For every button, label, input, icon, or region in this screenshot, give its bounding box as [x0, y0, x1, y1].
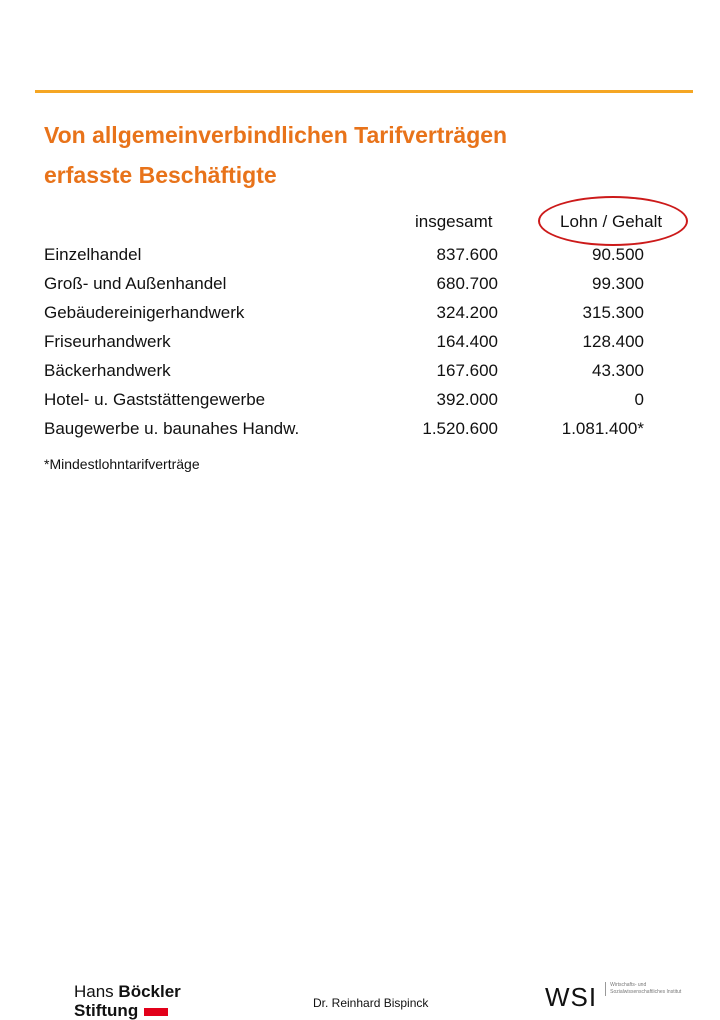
red-bar-icon [144, 1007, 169, 1016]
row-label: Baugewerbe u. baunahes Handw. [44, 419, 300, 438]
table-row: Einzelhandel 837.600 90.500 [0, 245, 720, 274]
table-row: Baugewerbe u. baunahes Handw. 1.520.600 … [0, 419, 720, 448]
red-ellipse-icon [538, 196, 688, 246]
wsi-logo-text: WSI [545, 982, 598, 1012]
table-row: Gebäudereinigerhandwerk 324.200 315.300 [0, 303, 720, 332]
row-total: 392.000 [436, 390, 498, 409]
row-total: 680.700 [436, 274, 498, 293]
row-total: 164.400 [436, 332, 498, 351]
author-name: Dr. Reinhard Bispinck [313, 996, 429, 1010]
row-wage: 0 [634, 390, 644, 409]
row-total: 324.200 [436, 303, 498, 322]
footer: Hans Böckler Stiftung Dr. Reinhard Bispi… [0, 488, 720, 1020]
title-line-2: erfasste Beschäftigte [44, 162, 277, 188]
table-row: Friseurhandwerk 164.400 128.400 [0, 332, 720, 361]
row-wage: 99.300 [592, 274, 644, 293]
logo-text-stiftung: Stiftung [74, 1001, 139, 1020]
row-wage: 43.300 [592, 361, 644, 380]
footnote: *Mindestlohntarifverträge [44, 456, 200, 472]
hans-boeckler-logo: Hans Böckler Stiftung [74, 982, 181, 1020]
row-wage: 315.300 [582, 303, 644, 322]
column-header-total: insgesamt [415, 212, 493, 231]
top-divider-line [35, 90, 693, 93]
logo-text-hans: Hans [74, 982, 119, 1001]
row-label: Friseurhandwerk [44, 332, 171, 351]
row-wage: 1.081.400* [561, 419, 644, 438]
wsi-logo: WSI Wirtschafts- und Sozialwissenschaftl… [545, 982, 682, 1012]
row-label: Gebäudereinigerhandwerk [44, 303, 245, 322]
row-total: 1.520.600 [422, 419, 498, 438]
logo-text-boeckler: Böckler [118, 982, 181, 1001]
row-label: Groß- und Außenhandel [44, 274, 227, 293]
wsi-logo-subtext: Wirtschafts- und Sozialwissenschaftliche… [605, 982, 682, 996]
row-label: Bäckerhandwerk [44, 361, 171, 380]
row-wage: 128.400 [582, 332, 644, 351]
row-total: 837.600 [436, 245, 498, 264]
table-row: Hotel- u. Gaststättengewerbe 392.000 0 [0, 390, 720, 419]
table-row: Groß- und Außenhandel 680.700 99.300 [0, 274, 720, 303]
row-label: Einzelhandel [44, 245, 142, 264]
row-wage: 90.500 [592, 245, 644, 264]
row-total: 167.600 [436, 361, 498, 380]
table-row: Bäckerhandwerk 167.600 43.300 [0, 361, 720, 390]
row-label: Hotel- u. Gaststättengewerbe [44, 390, 266, 409]
page-title: Von allgemeinverbindlichen Tarifverträge… [44, 115, 694, 195]
title-line-1: Von allgemeinverbindlichen Tarifverträge… [44, 122, 508, 148]
